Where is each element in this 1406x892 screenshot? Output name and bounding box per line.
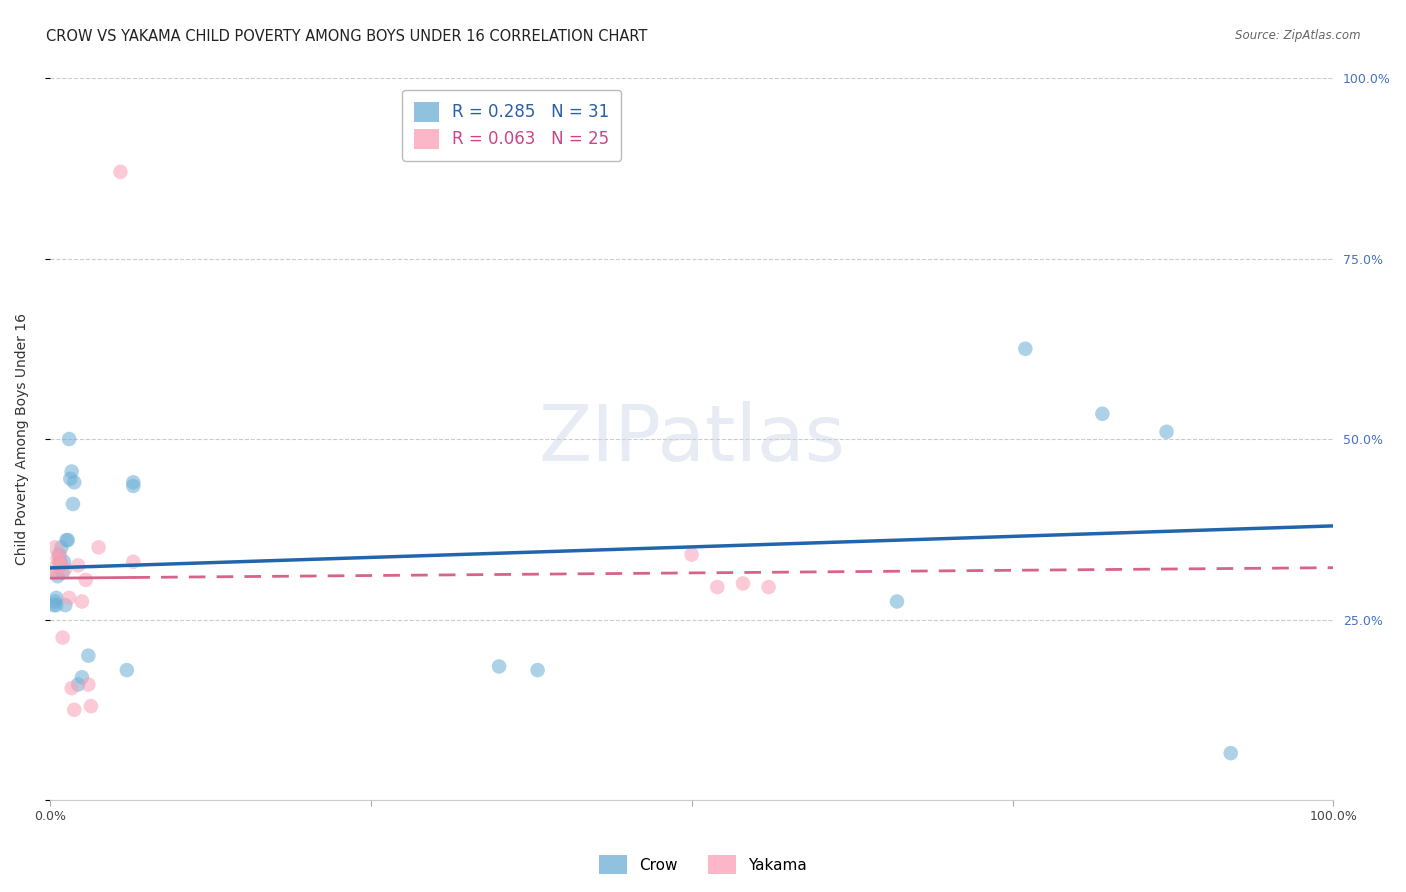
Point <box>56 533 79 548</box>
Point <box>58 591 80 605</box>
Legend: R = 0.285   N = 31, R = 0.063   N = 25: R = 0.285 N = 31, R = 0.063 N = 25 <box>402 90 621 161</box>
Point <box>42 562 65 576</box>
Point <box>52 566 75 580</box>
Point <box>488 659 510 673</box>
Point <box>67 677 90 691</box>
Point <box>77 648 100 663</box>
Point <box>53 598 76 612</box>
Point <box>67 558 90 573</box>
Point <box>45 591 67 605</box>
Point <box>49 548 72 562</box>
Point <box>706 580 728 594</box>
Text: Source: ZipAtlas.com: Source: ZipAtlas.com <box>1236 29 1361 42</box>
Y-axis label: Child Poverty Among Boys Under 16: Child Poverty Among Boys Under 16 <box>15 313 30 565</box>
Point <box>75 573 97 587</box>
Point <box>70 670 93 684</box>
Point <box>42 598 65 612</box>
Point <box>1014 342 1036 356</box>
Point <box>45 566 67 580</box>
Point <box>52 631 75 645</box>
Point <box>62 497 84 511</box>
Point <box>58 432 80 446</box>
Point <box>45 598 67 612</box>
Text: ZIPatlas: ZIPatlas <box>538 401 845 477</box>
Point <box>122 555 145 569</box>
Point <box>886 594 908 608</box>
Point <box>681 548 703 562</box>
Point <box>122 475 145 490</box>
Point <box>49 558 72 573</box>
Point <box>63 703 86 717</box>
Point <box>48 555 70 569</box>
Point <box>53 562 76 576</box>
Point <box>55 533 77 548</box>
Point <box>1091 407 1114 421</box>
Point <box>46 569 69 583</box>
Text: CROW VS YAKAMA CHILD POVERTY AMONG BOYS UNDER 16 CORRELATION CHART: CROW VS YAKAMA CHILD POVERTY AMONG BOYS … <box>46 29 648 44</box>
Point <box>110 165 132 179</box>
Point <box>526 663 548 677</box>
Point <box>59 472 82 486</box>
Point <box>44 541 66 555</box>
Point <box>51 541 73 555</box>
Point <box>49 555 72 569</box>
Point <box>87 541 110 555</box>
Point <box>44 594 66 608</box>
Point <box>122 479 145 493</box>
Point <box>60 465 83 479</box>
Point <box>51 558 73 573</box>
Point <box>115 663 138 677</box>
Point <box>46 551 69 566</box>
Legend: Crow, Yakama: Crow, Yakama <box>593 849 813 880</box>
Point <box>1219 746 1241 760</box>
Point <box>758 580 780 594</box>
Point <box>77 677 100 691</box>
Point <box>63 475 86 490</box>
Point <box>52 555 75 569</box>
Point <box>1156 425 1178 439</box>
Point <box>731 576 754 591</box>
Point <box>70 594 93 608</box>
Point <box>60 681 83 695</box>
Point <box>48 548 70 562</box>
Point <box>80 699 103 714</box>
